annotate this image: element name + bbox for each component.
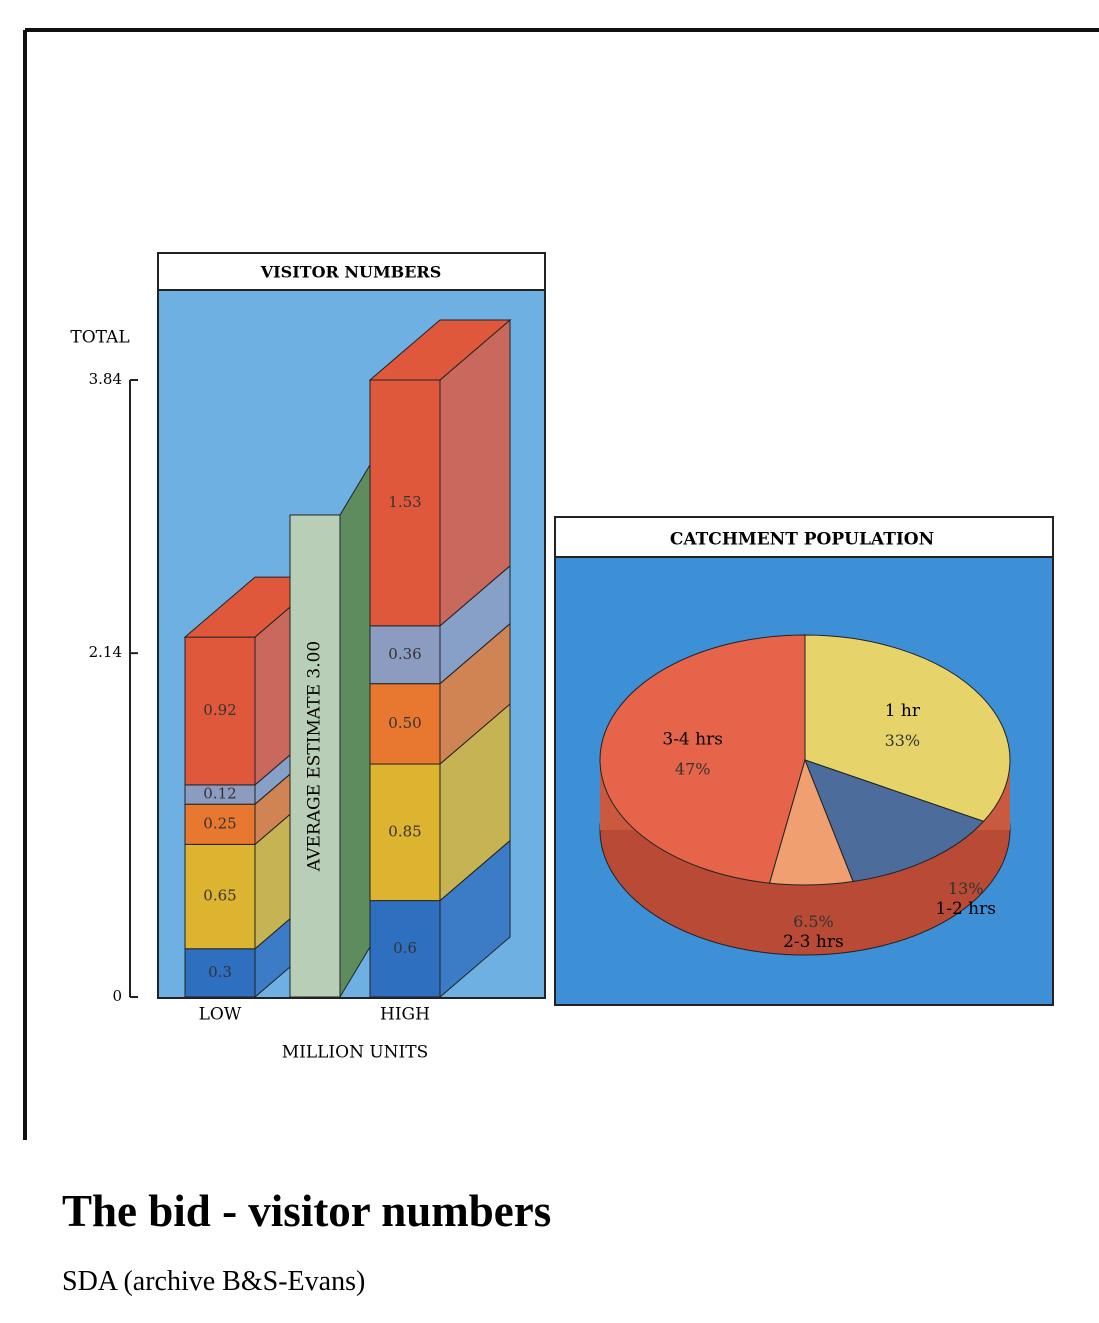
value-label: 0.65: [203, 887, 236, 905]
bar-segment: [369, 625, 441, 685]
bar-segment: [369, 900, 441, 998]
slice-value: 6.5%: [793, 912, 834, 931]
caption-credit: SDA (archive B&S-Evans): [62, 1266, 366, 1297]
slice-value: 13%: [948, 879, 984, 898]
bar-segment: [184, 843, 256, 950]
pie-title: CATCHMENT POPULATION: [670, 530, 934, 550]
bar-segment: [369, 379, 441, 627]
y-tick-label: 2.14: [89, 643, 122, 661]
average-label: AVERAGE ESTIMATE 3.00: [305, 641, 325, 872]
y-axis-label: TOTAL: [70, 328, 129, 348]
value-label: 0.36: [388, 645, 421, 663]
value-label: 0.50: [388, 714, 421, 732]
pie-slice: [804, 759, 985, 883]
slice-label: 3-4 hrs: [662, 730, 723, 750]
x-tick-label: LOW: [199, 1005, 242, 1025]
y-tick-label: 3.84: [89, 370, 122, 388]
average-side: [339, 463, 371, 999]
value-label: 0.25: [203, 814, 236, 832]
slice-label: 1 hr: [885, 701, 921, 721]
value-label: 1.53: [388, 493, 421, 511]
pie-panel-header: [554, 516, 1054, 558]
bar-segment: [184, 636, 256, 786]
pie-slice: [599, 634, 806, 884]
slice-value: 33%: [885, 731, 921, 750]
bar-panel-header: [157, 252, 546, 291]
average-bar: [289, 514, 341, 998]
bar-segment: [369, 763, 441, 902]
bar-segment: [184, 803, 256, 845]
slice-value: 47%: [675, 760, 711, 779]
caption-title: The bid - visitor numbers: [62, 1186, 552, 1236]
pie-slice: [768, 758, 854, 886]
bar-segment: [369, 683, 441, 765]
slice-label: 1-2 hrs: [935, 899, 996, 919]
pie-slice: [804, 634, 1011, 822]
value-label: 0.12: [203, 785, 236, 803]
figure: VISITOR NUMBERS TOTAL MILLION UNITS CATC…: [23, 28, 1099, 1140]
value-label: 0.92: [203, 701, 236, 719]
y-tick-label: 0: [112, 987, 122, 1005]
value-label: 0.6: [393, 939, 417, 957]
value-label: 0.3: [208, 963, 232, 981]
x-tick-label: HIGH: [380, 1005, 430, 1025]
x-axis-label: MILLION UNITS: [282, 1043, 429, 1063]
value-label: 0.85: [388, 822, 421, 840]
slice-label: 2-3 hrs: [783, 932, 844, 952]
bar-segment: [184, 948, 256, 998]
bar-title: VISITOR NUMBERS: [260, 263, 442, 282]
bar-top: [368, 319, 512, 381]
